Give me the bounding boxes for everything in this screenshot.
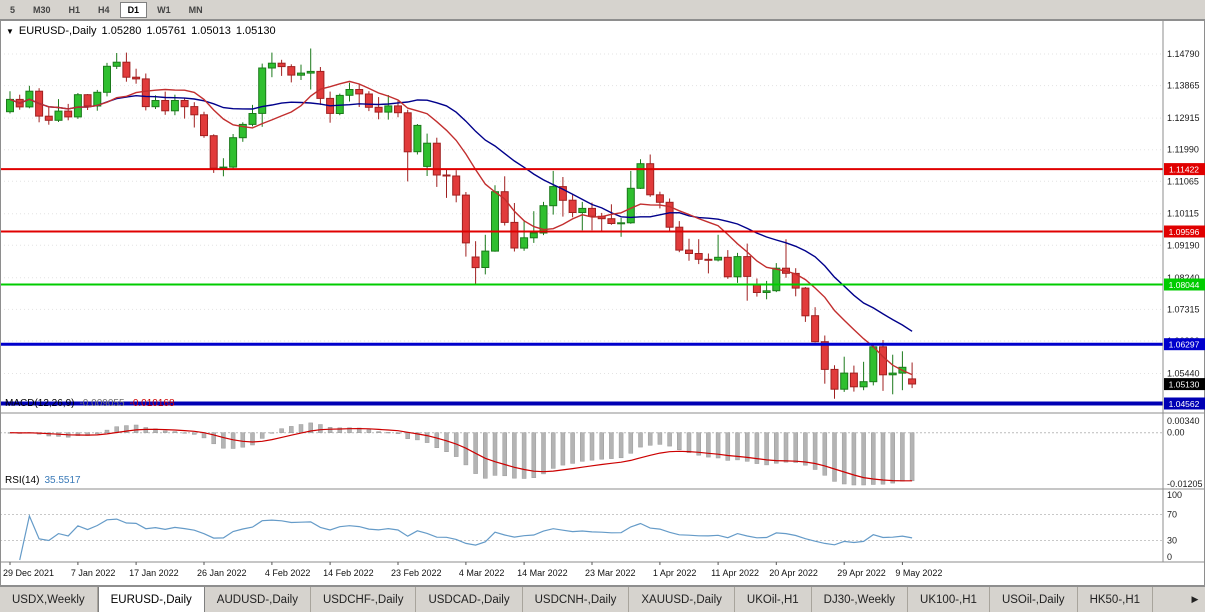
macd-histogram xyxy=(7,422,915,486)
svg-text:1.08044: 1.08044 xyxy=(1169,280,1200,290)
svg-text:26 Jan 2022: 26 Jan 2022 xyxy=(197,568,247,578)
ohlc-high: 1.05761 xyxy=(146,25,187,37)
macd-name: MACD(12,26,9) xyxy=(5,398,75,409)
svg-text:1.09596: 1.09596 xyxy=(1169,227,1200,237)
price-badge-1.05130: 1.05130 xyxy=(1164,378,1205,391)
chart-symbol-label: EURUSD-,Daily xyxy=(18,25,97,37)
timeframe-button-m30[interactable]: M30 xyxy=(33,4,51,15)
svg-text:1.11422: 1.11422 xyxy=(1169,165,1199,175)
svg-text:1.08240: 1.08240 xyxy=(1167,273,1200,283)
macd-main-value: -0.009055 xyxy=(79,398,125,409)
svg-text:1 Apr 2022: 1 Apr 2022 xyxy=(653,568,697,578)
chart-tab-xauusd[interactable]: XAUUSD-,Daily xyxy=(629,587,735,612)
chart-tabs-bar: USDX,Weekly EURUSD-,Daily AUDUSD-,Daily USD… xyxy=(0,586,1205,612)
price-badge-1.09596: 1.09596 xyxy=(1164,225,1205,238)
svg-text:23 Feb 2022: 23 Feb 2022 xyxy=(391,568,442,578)
svg-text:1.11990: 1.11990 xyxy=(1167,145,1199,155)
svg-text:1.14790: 1.14790 xyxy=(1167,49,1200,59)
svg-text:20 Apr 2022: 20 Apr 2022 xyxy=(769,568,818,578)
svg-text:14 Feb 2022: 14 Feb 2022 xyxy=(323,568,374,578)
timeframe-button-h1[interactable]: H1 xyxy=(68,4,81,15)
svg-text:0.00340: 0.00340 xyxy=(1167,416,1200,426)
chart-tab-usdchf[interactable]: USDCHF-,Daily xyxy=(311,587,417,612)
svg-text:0.00: 0.00 xyxy=(1167,428,1185,438)
svg-text:1.05130: 1.05130 xyxy=(1169,380,1200,390)
svg-text:1.09190: 1.09190 xyxy=(1167,240,1200,250)
svg-text:1.11065: 1.11065 xyxy=(1167,176,1199,186)
chart-tab-dj30[interactable]: DJ30-,Weekly xyxy=(812,587,909,612)
chart-dropdown-icon[interactable]: ▼ xyxy=(6,27,14,36)
ohlc-open: 1.05280 xyxy=(101,25,142,37)
rsi-levels xyxy=(0,514,1163,541)
svg-text:30: 30 xyxy=(1167,536,1177,546)
timeframe-button-5[interactable]: 5 xyxy=(10,4,16,15)
svg-text:1.06297: 1.06297 xyxy=(1169,340,1200,350)
macd-signal-value: -0.010168 xyxy=(129,398,175,409)
price-badge-1.04562: 1.04562 xyxy=(1164,397,1205,410)
svg-text:1.05440: 1.05440 xyxy=(1167,369,1200,379)
ma-fast-line xyxy=(9,80,913,376)
chart-tab-hk50[interactable]: HK50-,H1 xyxy=(1078,587,1154,612)
chart-area: 1.14790 1.13865 1.12915 1.11990 1.11065 1.101… xyxy=(0,20,1205,586)
svg-text:14 Mar 2022: 14 Mar 2022 xyxy=(517,568,568,578)
chart-tab-usoil[interactable]: USOil-,Daily xyxy=(990,587,1078,612)
chart-tab-usdcad[interactable]: USDCAD-,Daily xyxy=(416,587,523,612)
svg-text:-0.01205: -0.01205 xyxy=(1167,479,1203,489)
rsi-indicator-label: RSI(14) 35.5517 xyxy=(5,475,86,486)
date-axis: 29 Dec 2021 7 Jan 2022 17 Jan 2022 26 Jan 2… xyxy=(3,562,942,578)
chart-tab-audusd[interactable]: AUDUSD-,Daily xyxy=(205,587,311,612)
svg-text:1.07315: 1.07315 xyxy=(1167,304,1200,314)
ohlc-close: 1.05130 xyxy=(235,25,276,37)
chart-canvas[interactable]: 1.14790 1.13865 1.12915 1.11990 1.11065 1.101… xyxy=(0,20,1205,586)
chart-tab-eurusd[interactable]: EURUSD-,Daily xyxy=(97,587,205,612)
timeframe-button-h4[interactable]: H4 xyxy=(98,4,110,15)
svg-text:7 Jan 2022: 7 Jan 2022 xyxy=(71,568,116,578)
svg-text:29 Apr 2022: 29 Apr 2022 xyxy=(837,568,886,578)
timeframe-button-w1[interactable]: W1 xyxy=(157,4,171,15)
chart-tab-usdx[interactable]: USDX,Weekly xyxy=(0,587,98,612)
svg-text:23 Mar 2022: 23 Mar 2022 xyxy=(585,568,636,578)
svg-text:4 Mar 2022: 4 Mar 2022 xyxy=(459,568,505,578)
rsi-line xyxy=(19,514,913,561)
rsi-name: RSI(14) xyxy=(5,475,40,486)
rsi-value: 35.5517 xyxy=(44,475,81,486)
svg-text:100: 100 xyxy=(1167,490,1182,500)
svg-text:1.10115: 1.10115 xyxy=(1167,209,1199,219)
svg-text:9 May 2022: 9 May 2022 xyxy=(895,568,942,578)
timeframe-toolbar: 5 M30 H1 H4 D1 W1 MN xyxy=(0,0,1205,20)
svg-text:1.04562: 1.04562 xyxy=(1169,399,1200,409)
chart-title: ▼ EURUSD-,Daily 1.05280 1.05761 1.05013 1.051… xyxy=(6,25,281,37)
timeframe-button-d1[interactable]: D1 xyxy=(119,1,148,18)
macd-signal-line xyxy=(9,427,913,482)
price-badge-1.11422: 1.11422 xyxy=(1164,163,1205,176)
price-badge-1.06297: 1.06297 xyxy=(1164,338,1205,351)
svg-text:70: 70 xyxy=(1167,510,1177,520)
svg-text:1.12915: 1.12915 xyxy=(1167,113,1200,123)
svg-text:4 Feb 2022: 4 Feb 2022 xyxy=(265,568,311,578)
svg-text:1.13865: 1.13865 xyxy=(1167,81,1200,91)
ma-slow-line xyxy=(9,94,913,332)
svg-text:0: 0 xyxy=(1167,552,1172,562)
chart-tab-uk100[interactable]: UK100-,H1 xyxy=(908,587,990,612)
macd-indicator-label: MACD(12,26,9) -0.009055 -0.010168 xyxy=(5,398,180,409)
svg-text:11 Apr 2022: 11 Apr 2022 xyxy=(711,568,759,578)
tabs-scroll-right-icon[interactable]: ▶ xyxy=(1191,594,1199,604)
svg-text:17 Jan 2022: 17 Jan 2022 xyxy=(129,568,179,578)
chart-tab-ukoil[interactable]: UKOil-,H1 xyxy=(735,587,812,612)
timeframe-button-mn[interactable]: MN xyxy=(188,4,203,15)
svg-text:29 Dec 2021: 29 Dec 2021 xyxy=(3,568,54,578)
chart-tab-usdcnh[interactable]: USDCNH-,Daily xyxy=(523,587,630,612)
candles-layer xyxy=(6,48,917,399)
ohlc-low: 1.05013 xyxy=(191,25,231,37)
price-badge-1.08044: 1.08044 xyxy=(1164,278,1205,291)
